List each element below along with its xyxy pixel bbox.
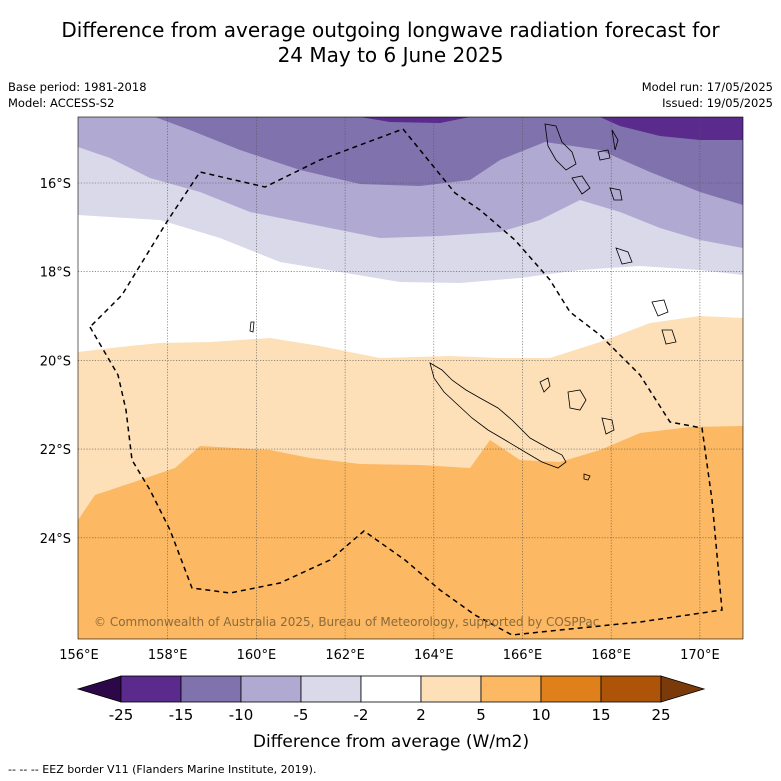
longitude-labels: 156°E 158°E 160°E 162°E 164°E 166°E 168°E 170°E (59, 648, 719, 663)
colorbar-segment (300, 675, 362, 703)
colorbar-extend-high (660, 675, 706, 703)
lat-tick-label: 24°S (40, 532, 71, 547)
lat-tick-label: 20°S (40, 354, 71, 369)
lon-tick-label: 160°E (237, 648, 277, 663)
lat-tick-label: 16°S (40, 177, 71, 192)
meta-right: Model run: 17/05/2025 Issued: 19/05/2025 (642, 79, 773, 111)
model-run: Model run: 17/05/2025 (641, 80, 773, 94)
title-line-1: Difference from average outgoing longwav… (61, 18, 720, 42)
colorbar-tick-label: -10 (229, 706, 254, 724)
lon-tick-label: 162°E (325, 648, 365, 663)
band-neg25-to-neg15 (600, 117, 743, 140)
colorbar-tick-label: -2 (354, 706, 369, 724)
colorbar-tick-label: 10 (531, 706, 550, 724)
chesterfield-reefs (249, 321, 255, 333)
lat-tick-label: 18°S (40, 266, 71, 281)
gridlines (78, 117, 743, 639)
eez-border (89, 128, 723, 636)
colorbar-tick-label: 5 (476, 706, 486, 724)
colorbar-segment (360, 675, 422, 703)
vanuatu-islands (544, 123, 633, 265)
colorbar-segment (420, 675, 482, 703)
issued-date: Issued: 19/05/2025 (662, 96, 773, 110)
colorbar (76, 675, 706, 703)
colorbar-tick-label: 2 (416, 706, 426, 724)
new-caledonia-coast (429, 362, 567, 469)
band-neg25-to-neg15-small (360, 117, 470, 123)
anomaly-field (78, 117, 743, 639)
colorbar-label: Difference from average (W/m2) (253, 732, 529, 752)
colorbar-tick-label: 25 (651, 706, 670, 724)
model-name: Model: ACCESS-S2 (8, 96, 115, 110)
map-frame (77, 116, 744, 640)
lon-tick-label: 170°E (680, 648, 720, 663)
meta-left: Base period: 1981-2018 Model: ACCESS-S2 (8, 79, 147, 111)
colorbar-segment (180, 675, 242, 703)
latitude-labels: 16°S 18°S 20°S 22°S 24°S (40, 177, 71, 547)
lat-tick-label: 22°S (40, 443, 71, 458)
loyalty-islands (539, 377, 615, 435)
colorbar-segment (480, 675, 542, 703)
colorbar-tick-label: -5 (294, 706, 309, 724)
colorbar-segment (540, 675, 602, 703)
band-neg15-to-neg10 (155, 117, 743, 205)
base-period: Base period: 1981-2018 (8, 80, 147, 94)
colorbar-segment (600, 675, 662, 703)
copyright-note: © Commonwealth of Australia 2025, Bureau… (94, 615, 599, 629)
colorbar-tick-label: 15 (591, 706, 610, 724)
lon-tick-label: 168°E (591, 648, 631, 663)
lon-tick-label: 156°E (59, 648, 99, 663)
colorbar-tick-label: -15 (169, 706, 194, 724)
lon-tick-label: 166°E (503, 648, 543, 663)
lon-tick-label: 164°E (414, 648, 454, 663)
map-title: Difference from average outgoing longwav… (0, 18, 781, 68)
colorbar-extend-low (76, 675, 122, 703)
colorbar-segment (240, 675, 302, 703)
title-line-2: 24 May to 6 June 2025 (277, 43, 504, 67)
colorbar-segment (120, 675, 182, 703)
lon-tick-label: 158°E (148, 648, 188, 663)
eez-footnote: -- -- -- EEZ border V11 (Flanders Marine… (8, 763, 317, 776)
coastlines (249, 123, 677, 481)
colorbar-ticks: -25 -15 -10 -5 -2 2 5 10 15 25 (109, 706, 671, 724)
eastern-islands (583, 299, 677, 481)
colorbar-tick-label: -25 (109, 706, 134, 724)
